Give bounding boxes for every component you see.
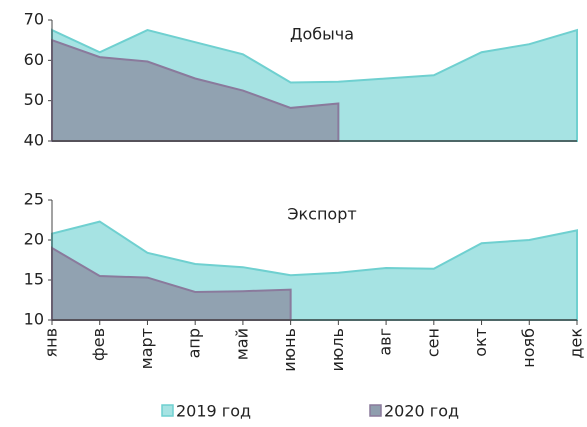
x-tick-label: нояб xyxy=(519,328,538,368)
annotation: Добыча xyxy=(290,25,354,44)
x-tick-label: июль xyxy=(328,328,347,372)
legend-label: 2020 год xyxy=(384,402,459,421)
y-tick-label: 70 xyxy=(24,10,44,29)
y-tick-label: 40 xyxy=(24,131,44,150)
annotation: Экспорт xyxy=(287,205,356,224)
x-tick-label: дек xyxy=(567,328,586,359)
y-tick-label: 15 xyxy=(24,270,44,289)
x-tick-label: июнь xyxy=(280,328,299,372)
y-tick-label: 50 xyxy=(24,90,44,109)
area xyxy=(51,246,292,321)
x-tick-label: авг xyxy=(376,328,395,356)
x-tick-label: май xyxy=(232,328,251,360)
x-tick-label: апр xyxy=(185,328,204,358)
x-tick-label: окт xyxy=(471,328,490,357)
x-tick-label: март xyxy=(137,328,156,369)
x-tick-label: фев xyxy=(89,328,108,361)
legend-label: 2019 год xyxy=(176,402,251,421)
y-tick-label: 10 xyxy=(24,310,44,329)
y-tick-label: 25 xyxy=(24,190,44,209)
legend-swatch xyxy=(369,404,382,417)
y-tick-label: 20 xyxy=(24,230,44,249)
x-tick-label: сен xyxy=(423,328,442,357)
area xyxy=(51,38,340,142)
x-tick-label: янв xyxy=(42,328,61,358)
y-tick-label: 60 xyxy=(24,50,44,69)
legend-swatch xyxy=(161,404,174,417)
